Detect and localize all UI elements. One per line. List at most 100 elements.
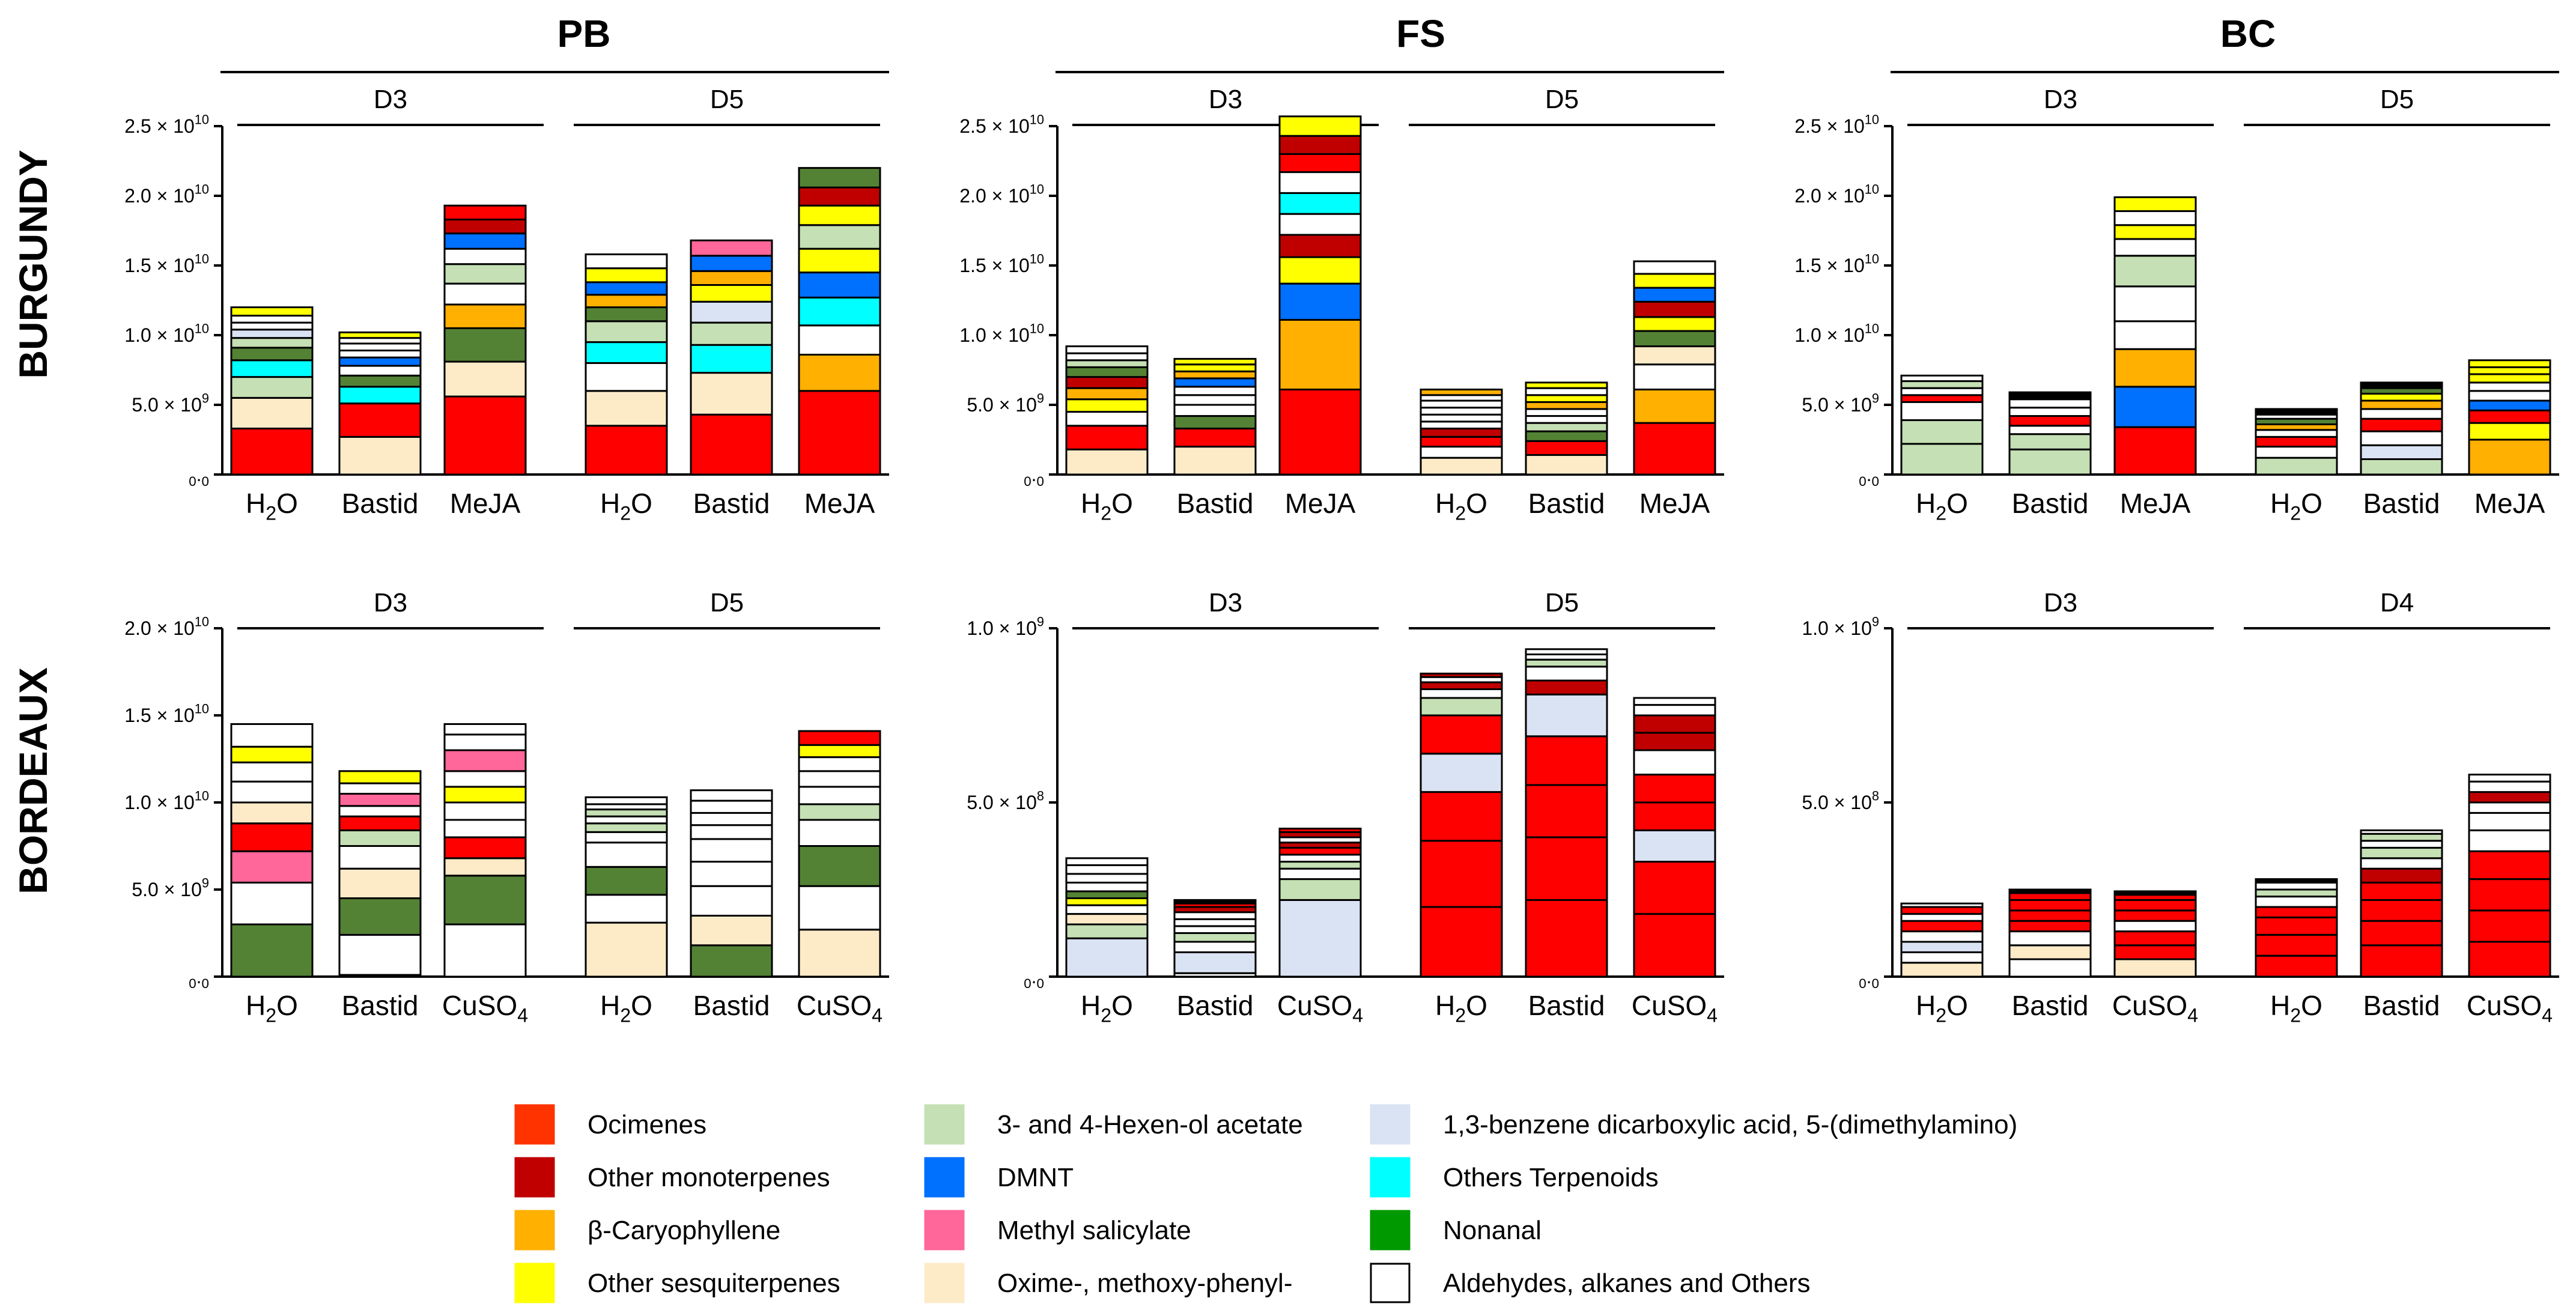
bar-cuso4-1 <box>1278 828 1362 978</box>
bar-segment <box>1900 941 1984 953</box>
bar-segment <box>2113 426 2197 476</box>
bar-segment <box>1065 376 1149 389</box>
bar-segment <box>1525 401 1608 410</box>
bar-segment <box>443 801 527 821</box>
bar-segment <box>585 362 668 392</box>
bar-segment <box>2008 391 2092 401</box>
bar-segment <box>798 929 881 978</box>
bar-bastid-1 <box>1173 357 1257 476</box>
bar-bastid-2 <box>2360 829 2443 978</box>
bar-segment <box>2468 811 2551 831</box>
bar-segment <box>1278 135 1362 155</box>
bar-segment <box>1173 911 1257 920</box>
bar-segment <box>798 819 881 847</box>
legend-label: β-Caryophyllene <box>588 1216 780 1245</box>
bar-segment <box>1900 387 1984 396</box>
bar-segment <box>1065 864 1149 875</box>
bar-segment <box>1420 399 1503 409</box>
bar-segment <box>2113 285 2197 323</box>
bar-segment <box>1900 394 1984 403</box>
bar-segment <box>585 425 668 476</box>
y-tick-label: 1.5 × 1010 <box>1794 252 1879 276</box>
bar-segment <box>585 281 668 296</box>
bar-h2o-1 <box>1900 374 1984 476</box>
bar-segment <box>2360 444 2443 460</box>
group-label-d4: D4 <box>2380 588 2414 617</box>
bar-h2o-1 <box>230 723 314 978</box>
bar-segment <box>1525 454 1608 476</box>
bar-segment <box>798 247 881 274</box>
bar-segment <box>690 811 773 826</box>
bar-segment <box>2008 448 2092 476</box>
bar-segment <box>2360 381 2443 389</box>
bar-segment <box>338 770 422 784</box>
bar-segment <box>1525 784 1608 838</box>
bar-segment <box>2468 373 2551 384</box>
y-tick-label: 1.5 × 1010 <box>124 252 209 276</box>
bar-segment <box>1065 923 1149 939</box>
bar-segment <box>798 271 881 299</box>
bar-segment <box>1900 920 1984 933</box>
bar-segment <box>1420 791 1503 842</box>
panel-burgundy-pb: D3 D5 0.0 5.0 × 109 1.0 × 1010 1.5 × 1010 2.0 … <box>124 85 889 524</box>
bar-h2o-1 <box>1065 345 1149 476</box>
bar-segment <box>1173 932 1257 943</box>
bar-segment <box>798 224 881 250</box>
bar-segment <box>2113 210 2197 226</box>
legend-item-3-and-4-hexen-ol-acetate: 3- and 4-Hexen-ol acetate <box>924 1104 1303 1145</box>
bar-bastid-1 <box>338 331 422 476</box>
bar-segment <box>2360 399 2443 410</box>
bar-segment <box>2008 398 2092 409</box>
legend-swatch <box>924 1157 965 1198</box>
bar-segment <box>443 360 527 398</box>
legend-item-aldehydes-alkanes-and-others: Aldehydes, alkanes and Others <box>1370 1263 1811 1303</box>
bar-segment <box>338 897 422 936</box>
bar-segment <box>1900 906 1984 915</box>
legend-swatch <box>924 1210 965 1251</box>
bar-segment <box>1633 861 1716 915</box>
bar-segment <box>2360 458 2443 476</box>
bar-segment <box>443 247 527 265</box>
bar-segment <box>1633 749 1716 776</box>
bar-segment <box>1065 411 1149 427</box>
bar-segment <box>2008 433 2092 450</box>
bar-segment <box>230 723 314 748</box>
row-title-burgundy: BURGUNDY <box>11 150 55 378</box>
y-tick-label: 2.0 × 1010 <box>1794 182 1879 207</box>
category-label-meja: MeJA <box>1639 488 1710 519</box>
bar-segment <box>798 390 881 476</box>
category-label-h2o: H2O <box>600 990 652 1026</box>
panel-bordeaux-fs: D3 D5 0.0 5.0 × 108 1.0 × 109 H2O Bastid CuSO4 H… <box>967 588 1724 1026</box>
bar-segment <box>690 838 773 863</box>
bar-segment <box>1065 398 1149 413</box>
bar-segment <box>2008 415 2092 427</box>
bar-segment <box>1900 401 1984 422</box>
bar-segment <box>1525 693 1608 738</box>
bar-segment <box>1420 456 1503 476</box>
bar-cuso4-1 <box>443 723 527 978</box>
bar-cuso4-2 <box>2468 774 2551 978</box>
bar-segment <box>1633 697 1716 706</box>
bar-segment <box>585 921 668 978</box>
category-label-meja: MeJA <box>2120 488 2191 519</box>
y-tick-label: 5.0 × 109 <box>967 391 1044 416</box>
legend-label: Aldehydes, alkanes and Others <box>1443 1269 1811 1298</box>
bar-h2o-1 <box>230 306 314 476</box>
bar-segment <box>585 796 668 805</box>
bar-segment <box>2468 909 2551 943</box>
bar-segment <box>1278 846 1362 856</box>
category-label-cuso4: CuSO4 <box>2467 990 2553 1026</box>
legend-swatch <box>1370 1263 1411 1303</box>
bar-segment <box>230 315 314 324</box>
bar-h2o-2 <box>2255 878 2338 978</box>
bar-segment <box>443 303 527 329</box>
y-tick-label: 5.0 × 109 <box>1802 391 1879 416</box>
bar-segment <box>1420 672 1503 678</box>
legend-item-other-monoterpenes: Other monoterpenes <box>514 1157 830 1198</box>
bar-segment <box>338 365 422 377</box>
bar-segment <box>1525 440 1608 456</box>
bar-segment <box>1525 408 1608 417</box>
legend-item-others-terpenoids: Others Terpenoids <box>1370 1157 1659 1198</box>
bar-segment <box>2468 409 2551 424</box>
y-tick-label: 0.0 <box>1024 464 1044 489</box>
